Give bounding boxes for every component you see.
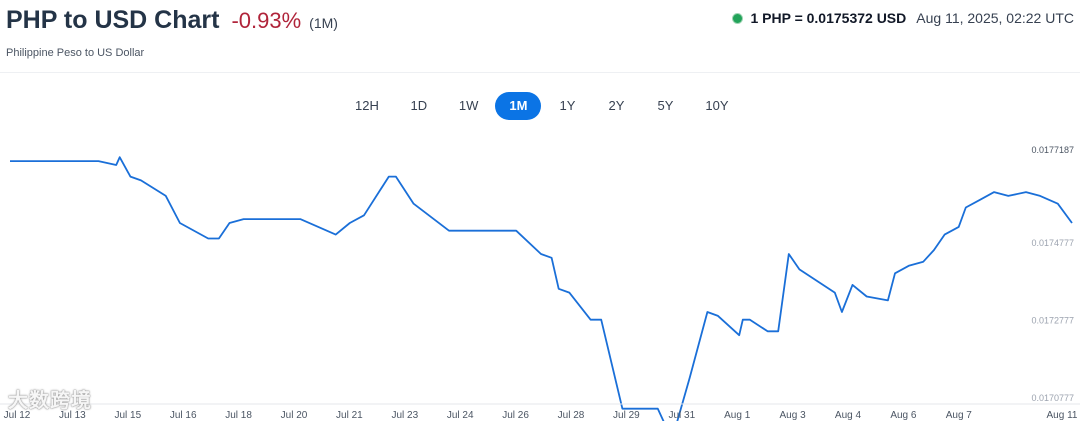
y-tick-label: 0.0174777 — [1031, 238, 1074, 248]
y-tick-label: 0.0170777 — [1031, 393, 1074, 403]
tab-2y[interactable]: 2Y — [608, 98, 625, 113]
x-tick-label: Aug 7 — [946, 410, 973, 421]
tab-1w[interactable]: 1W — [458, 98, 479, 113]
live-status-icon — [732, 12, 744, 24]
page-title: PHP to USD Chart — [6, 6, 220, 34]
x-tick-label: Jul 16 — [170, 410, 197, 421]
rate-timestamp: Aug 11, 2025, 02:22 UTC — [916, 10, 1074, 26]
period-label: (1M) — [309, 15, 338, 31]
x-tick-label: Aug 11 — [1047, 410, 1078, 421]
series-line-0 — [10, 156, 1073, 421]
tab-1m[interactable]: 1M — [495, 92, 542, 120]
x-tick-label: Jul 15 — [114, 410, 141, 421]
chart-header: PHP to USD Chart -0.93% (1M) — [6, 6, 338, 35]
x-tick-label: Aug 3 — [780, 410, 807, 421]
tab-1y[interactable]: 1Y — [559, 98, 576, 113]
x-tick-label: Jul 29 — [613, 410, 640, 421]
current-rate: 1 PHP = 0.0175372 USD Aug 11, 2025, 02:2… — [732, 10, 1074, 26]
x-tick-label: Jul 31 — [668, 410, 695, 421]
line-chart: 0.0177187 0.0174777 0.0172777 0.0170777 Jul … — [0, 145, 1080, 421]
tab-5y[interactable]: 5Y — [657, 98, 674, 113]
x-tick-label: Jul 24 — [447, 410, 474, 421]
change-percent: -0.93% — [231, 8, 302, 33]
x-tick-label: Jul 26 — [502, 410, 529, 421]
x-tick-label: Aug 6 — [890, 410, 917, 421]
rate-value: 1 PHP = 0.0175372 USD — [750, 10, 907, 26]
page-subtitle: Philippine Peso to US Dollar — [6, 47, 145, 59]
x-tick-label: Aug 4 — [835, 410, 862, 421]
watermark: 大数跨境 — [8, 390, 92, 412]
x-tick-label: Jul 12 — [4, 410, 31, 421]
tab-1d[interactable]: 1D — [410, 98, 428, 113]
y-tick-label: 0.0172777 — [1031, 316, 1074, 326]
tab-12h[interactable]: 12H — [355, 98, 379, 113]
tab-10y[interactable]: 10Y — [705, 98, 729, 113]
x-tick-label: Jul 21 — [336, 410, 363, 421]
range-tabs: 12H 1D 1W 1M 1Y 2Y 5Y 10Y — [341, 92, 746, 120]
x-tick-label: Jul 13 — [59, 410, 86, 421]
x-tick-label: Aug 1 — [724, 410, 751, 421]
x-tick-label: Jul 28 — [558, 410, 585, 421]
x-tick-label: Jul 18 — [225, 410, 252, 421]
x-tick-label: Jul 23 — [391, 410, 418, 421]
x-tick-label: Jul 20 — [281, 410, 308, 421]
divider — [0, 72, 1080, 73]
y-tick-label: 0.0177187 — [1031, 145, 1074, 155]
